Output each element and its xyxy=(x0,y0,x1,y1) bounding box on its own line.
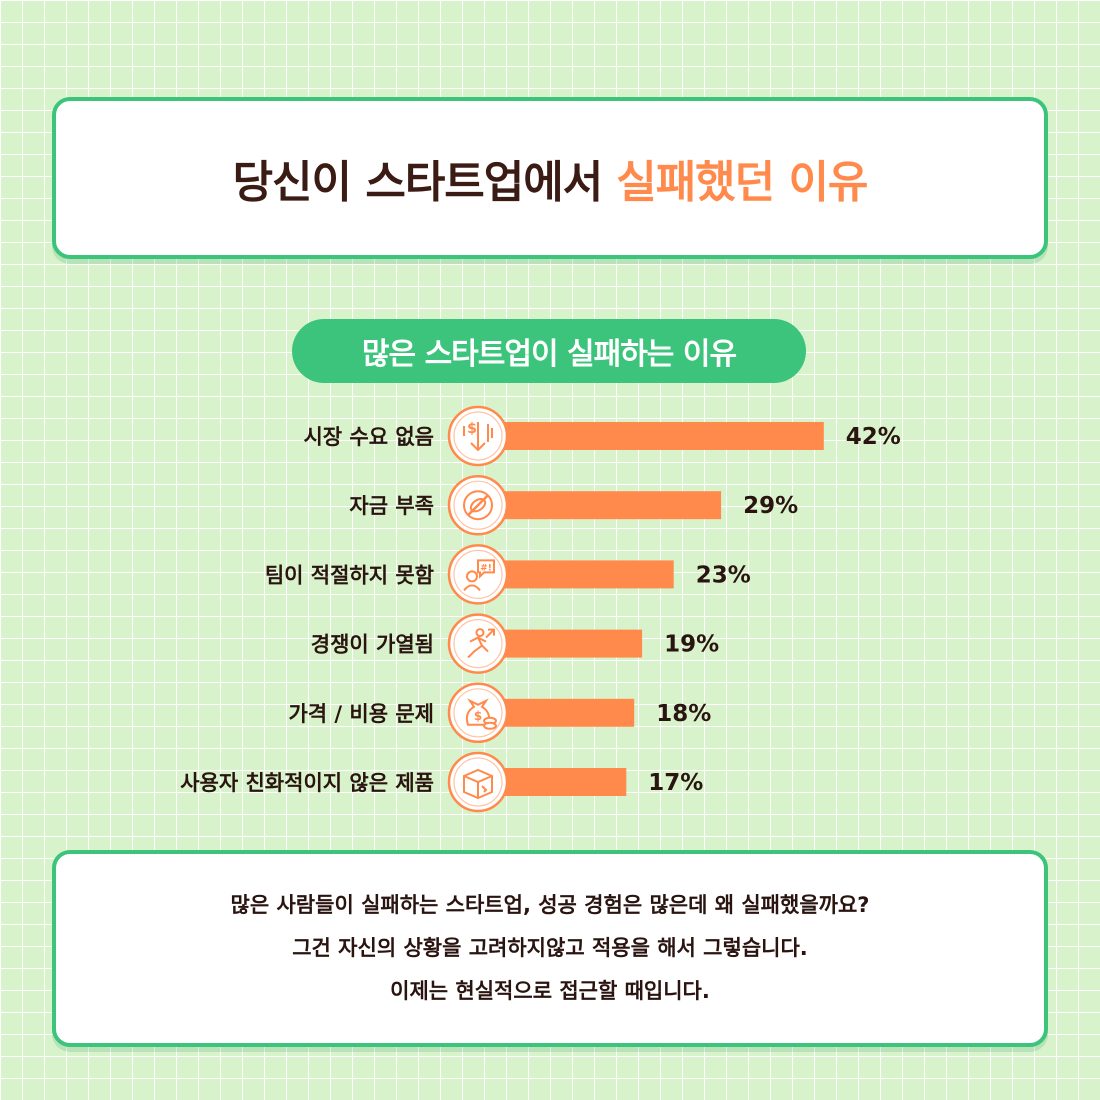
bar xyxy=(492,698,635,727)
category-label: 팀이 적절하지 못함 xyxy=(265,563,434,587)
bar-chart: 시장 수요 없음 $42% 자금 부족 29% 팀이 적절하지 못함 #! 23% 경쟁이 가… xyxy=(180,405,901,813)
no-money-icon xyxy=(447,474,509,536)
value-label: 18% xyxy=(656,701,711,727)
note-line-1: 많은 사람들이 실패하는 스타트업, 성공 경험은 많은데 왜 실패했을까요? xyxy=(230,893,870,917)
note-card: 많은 사람들이 실패하는 스타트업, 성공 경험은 많은데 왜 실패했을까요? … xyxy=(52,850,1048,1047)
value-label: 17% xyxy=(648,770,703,796)
value-label: 19% xyxy=(664,632,719,658)
money-bag-coins-icon: $ xyxy=(447,682,509,744)
page-title: 당신이 스타트업에서 실패했던 이유 xyxy=(232,146,869,210)
value-label: 42% xyxy=(846,424,901,450)
bar xyxy=(492,491,722,520)
broken-box-icon xyxy=(447,751,509,813)
money-down-icon: $ xyxy=(447,405,509,467)
chart-title-pill: 많은 스타트업이 실패하는 이유 xyxy=(292,319,806,383)
bar xyxy=(492,560,674,589)
bar xyxy=(492,768,627,796)
note-line-3: 이제는 현실적으로 접근할 때입니다. xyxy=(390,979,710,1003)
frustrated-person-icon: #! xyxy=(447,544,509,605)
title-highlight: 실패했던 이유 xyxy=(616,157,868,208)
category-label: 사용자 친화적이지 않은 제품 xyxy=(180,771,434,795)
title-card: 당신이 스타트업에서 실패했던 이유 xyxy=(52,97,1048,259)
svg-text:$: $ xyxy=(467,421,477,437)
note-line-2: 그건 자신의 상황을 고려하지않고 적용을 해서 그렇습니다. xyxy=(292,936,808,960)
value-label: 23% xyxy=(696,562,751,588)
bar xyxy=(492,422,824,450)
category-label: 가격 / 비용 문제 xyxy=(288,702,434,726)
svg-text:$: $ xyxy=(474,709,482,723)
value-label: 29% xyxy=(743,493,798,519)
svg-text:#!: #! xyxy=(480,563,492,573)
category-label: 자금 부족 xyxy=(349,494,434,518)
running-person-icon xyxy=(447,613,509,674)
category-label: 경쟁이 가열됨 xyxy=(311,633,434,657)
category-label: 시장 수요 없음 xyxy=(303,425,434,449)
bar xyxy=(492,629,643,658)
title-prefix: 당신이 스타트업에서 xyxy=(232,157,604,208)
